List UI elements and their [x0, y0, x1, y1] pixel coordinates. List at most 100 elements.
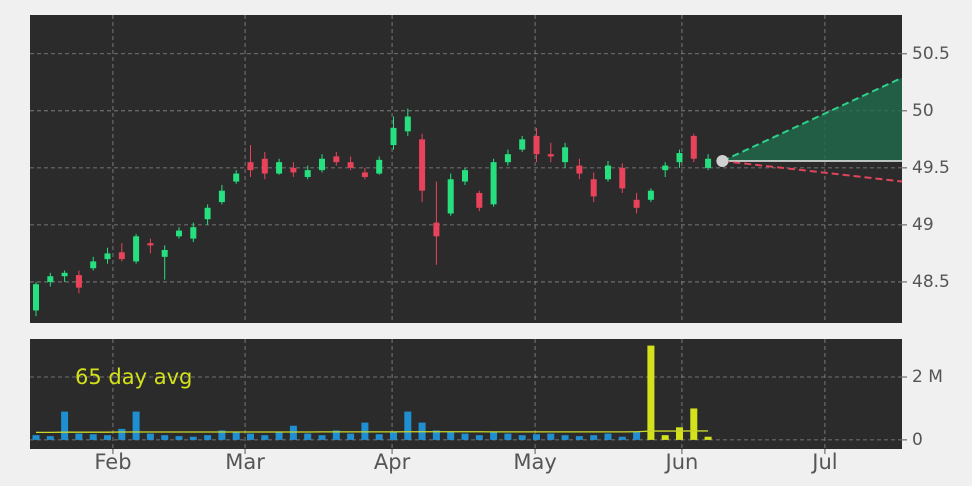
volume-bar [375, 434, 383, 440]
volume-bar [575, 436, 583, 440]
candle-body [204, 207, 211, 220]
candle-body [90, 261, 97, 269]
candle-body [547, 154, 554, 157]
volume-bar [532, 434, 540, 440]
volume-bar [332, 430, 340, 440]
candle-body [604, 165, 611, 180]
volume-bar [404, 411, 412, 440]
candle-body [304, 170, 311, 177]
y-tick-label: 49.5 [912, 158, 950, 178]
volume-bar [189, 436, 197, 440]
volume-bar [61, 411, 69, 440]
avg-line [36, 430, 709, 433]
y-tick-label: 50.5 [912, 44, 950, 64]
price-panel [30, 15, 902, 323]
y-tick-label: 2 M [912, 367, 943, 387]
volume-bar [247, 433, 255, 440]
avg-label: 65 day avg [75, 365, 192, 389]
candle-body [447, 179, 454, 214]
candle-body [676, 153, 683, 163]
volume-bar [161, 435, 169, 440]
candle-body [476, 192, 483, 208]
volume-bar [704, 436, 712, 440]
candle-body [705, 158, 712, 168]
volume-bar [447, 432, 455, 440]
candle-body [147, 243, 154, 246]
candle-body [576, 165, 583, 174]
candle-body [33, 284, 40, 311]
candle-body [61, 272, 68, 277]
x-tick-label: May [513, 450, 556, 474]
candle-body [133, 236, 140, 262]
x-tick-label: Jun [664, 450, 699, 474]
candle-body [104, 253, 111, 260]
candle-body [633, 199, 640, 208]
candle-body [504, 154, 511, 163]
candle-body [662, 165, 669, 171]
candle-body [276, 162, 283, 174]
candle-body [190, 227, 197, 239]
candle-body [247, 162, 254, 171]
volume-bar [347, 433, 355, 440]
candle-body [333, 156, 340, 163]
volume-bar [32, 435, 40, 440]
candle-body [404, 116, 411, 132]
volume-bar [604, 433, 612, 440]
volume-bar [661, 435, 669, 440]
volume-bar [461, 433, 469, 440]
candle-body [161, 249, 168, 257]
x-tick-label: Mar [225, 450, 265, 474]
candle-body [390, 127, 397, 146]
volume-bar [475, 435, 483, 440]
forecast-lower [722, 160, 903, 183]
candle-body [647, 190, 654, 200]
candle-body [519, 139, 526, 150]
x-tick-label: Jul [810, 450, 837, 474]
candle-body [433, 222, 440, 237]
y-tick-label: 48.5 [912, 272, 950, 292]
candle-body [361, 172, 368, 177]
volume-bar [618, 436, 626, 440]
volume-bar [232, 432, 240, 440]
candle-body [690, 135, 697, 159]
y-tick-label: 0 [912, 430, 923, 450]
volume-bar [89, 434, 97, 440]
x-tick-label: Apr [374, 450, 411, 474]
candle-body [290, 167, 297, 173]
volume-bar [590, 435, 598, 440]
candle-body [562, 147, 569, 163]
volume-bar [518, 435, 526, 440]
volume-bar [647, 345, 655, 440]
volume-bar [547, 433, 555, 440]
candle-body [261, 158, 268, 174]
volume-bar [146, 433, 154, 440]
volume-bar [46, 436, 54, 440]
candle-body [619, 167, 626, 189]
volume-bar [218, 430, 226, 440]
volume-bar [304, 433, 312, 440]
candle-body [347, 162, 354, 168]
volume-bar [118, 428, 126, 440]
candle-body [533, 135, 540, 155]
volume-bar [318, 435, 326, 440]
candle-body [461, 170, 468, 182]
candle-body [47, 276, 54, 282]
volume-bar [132, 411, 140, 440]
volume-bar [561, 435, 569, 440]
forecast-point [716, 155, 729, 168]
candle-body [218, 190, 225, 203]
volume-bar [675, 427, 683, 440]
volume-bar [490, 432, 498, 440]
candle-body [490, 162, 497, 205]
candle-body [118, 252, 125, 260]
candle-body [233, 173, 240, 182]
volume-bar [175, 436, 183, 440]
volume-bar [633, 432, 641, 440]
y-tick-label: 49 [912, 215, 934, 235]
volume-bar [289, 425, 297, 440]
volume-bar [204, 435, 212, 440]
candle-body [376, 159, 383, 174]
x-tick-label: Feb [94, 450, 131, 474]
candle-body [176, 230, 183, 237]
candle-body [319, 158, 326, 171]
